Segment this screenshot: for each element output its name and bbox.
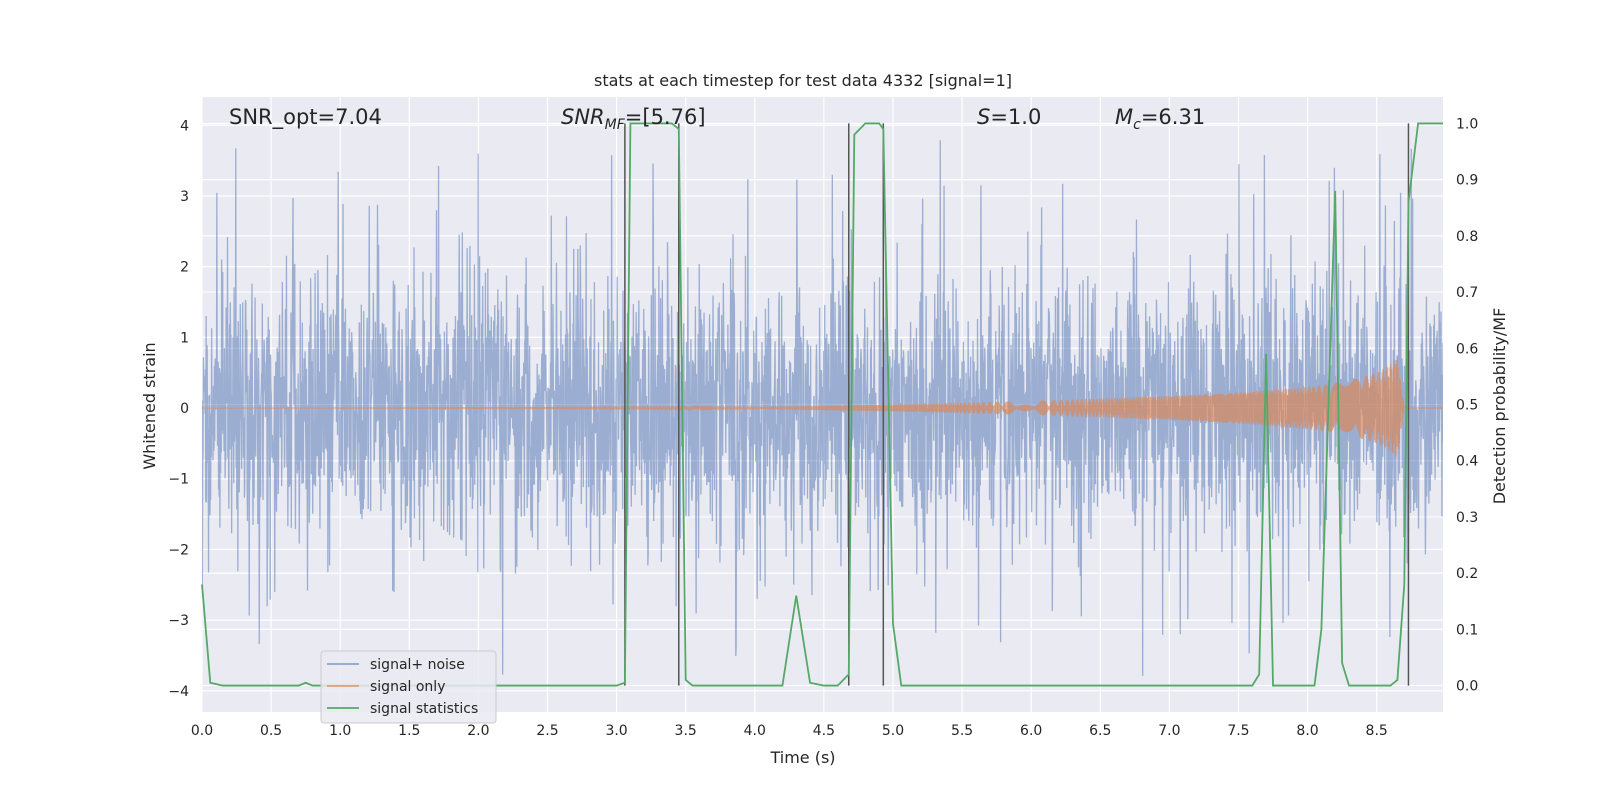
y-right-tick-label: 0.5 <box>1456 398 1478 414</box>
annotation-s-value: =1.0 <box>990 105 1041 129</box>
y-right-tick-label: 0.6 <box>1456 341 1478 357</box>
annotation-s-symbol: S <box>977 105 990 129</box>
legend-label-signal-statistics: signal statistics <box>370 701 478 717</box>
x-tick-label: 6.0 <box>1020 723 1042 739</box>
annotation-snr-mf-sub: MF <box>605 117 626 133</box>
signal-only-line <box>202 357 1443 457</box>
x-tick-label: 1.0 <box>329 723 351 739</box>
y-right-tick-label: 0.2 <box>1456 566 1478 582</box>
annotation-s: S=1.0 <box>977 105 1041 129</box>
y-left-tick-label: −3 <box>168 613 189 629</box>
x-tick-label: 3.5 <box>675 723 697 739</box>
y-axis-right-ticks: 1.0 0.9 0.8 0.7 0.6 0.5 0.4 0.3 0.2 0.1 0.0 <box>1456 116 1478 694</box>
y-left-tick-label: 1 <box>180 330 189 346</box>
y-left-tick-label: 2 <box>180 260 189 276</box>
signal-noise-line <box>202 140 1443 676</box>
annotation-snr-mf-value: =[5.76] <box>625 105 706 129</box>
x-tick-label: 5.5 <box>951 723 973 739</box>
annotation-snr-mf: SNRMF=[5.76] <box>561 105 706 133</box>
y-right-tick-label: 0.1 <box>1456 622 1478 638</box>
y-left-tick-label: 0 <box>180 401 189 417</box>
x-tick-label: 2.5 <box>536 723 558 739</box>
x-axis-label: Time (s) <box>769 748 835 767</box>
y-left-tick-label: −2 <box>168 542 189 558</box>
annotation-snr-opt: SNR_opt=7.04 <box>229 105 382 130</box>
legend: signal+ noise signal only signal statist… <box>320 650 497 724</box>
series-signal-statistics <box>201 122 1443 687</box>
y-right-tick-label: 0.9 <box>1456 173 1478 189</box>
x-tick-label: 6.5 <box>1089 723 1111 739</box>
x-tick-label: 3.0 <box>605 723 627 739</box>
series-signal-noise <box>202 140 1443 676</box>
y-axis-left-ticks: 4 3 2 1 0 −1 −2 −3 −4 <box>168 118 189 700</box>
x-axis-ticks: 0.0 0.5 1.0 1.5 2.0 2.5 3.0 3.5 4.0 4.5 5.0 5.5 6.0 6… <box>191 723 1388 739</box>
y-axis-right-label: Detection probability/MF <box>1490 308 1509 505</box>
annotation-mc-symbol: M <box>1115 105 1133 129</box>
legend-box <box>320 650 497 724</box>
x-tick-label: 4.5 <box>813 723 835 739</box>
x-tick-label: 2.0 <box>467 723 489 739</box>
x-tick-label: 0.0 <box>191 723 213 739</box>
y-left-tick-label: 3 <box>180 189 189 205</box>
y-right-tick-label: 1.0 <box>1456 116 1478 132</box>
x-tick-label: 8.5 <box>1366 723 1388 739</box>
y-right-tick-label: 0.7 <box>1456 285 1478 301</box>
x-tick-label: 7.5 <box>1227 723 1249 739</box>
signal-statistics-line <box>201 122 1443 687</box>
annotation-mc-sub: c <box>1133 117 1141 133</box>
y-left-tick-label: −4 <box>168 684 189 700</box>
y-right-tick-label: 0.3 <box>1456 510 1478 526</box>
annotation-mc: Mc=6.31 <box>1115 105 1205 133</box>
x-tick-label: 1.5 <box>398 723 420 739</box>
x-tick-label: 8.0 <box>1296 723 1318 739</box>
x-tick-label: 7.0 <box>1158 723 1180 739</box>
series-signal-only <box>202 357 1443 457</box>
y-left-tick-label: 4 <box>180 118 189 134</box>
x-tick-label: 0.5 <box>260 723 282 739</box>
legend-label-signal-only: signal only <box>370 679 445 695</box>
x-tick-label: 5.0 <box>882 723 904 739</box>
annotation-mc-value: =6.31 <box>1141 105 1205 129</box>
y-right-tick-label: 0.4 <box>1456 454 1478 470</box>
annotation-snr-mf-main: SNR <box>561 105 605 129</box>
y-axis-left-label: Whitened strain <box>140 342 159 469</box>
y-right-tick-label: 0.8 <box>1456 229 1478 245</box>
x-tick-label: 4.0 <box>744 723 766 739</box>
legend-label-signal-noise: signal+ noise <box>370 657 465 673</box>
y-right-tick-label: 0.0 <box>1456 679 1478 695</box>
y-left-tick-label: −1 <box>168 472 189 488</box>
chart-title: stats at each timestep for test data 433… <box>594 71 1012 90</box>
